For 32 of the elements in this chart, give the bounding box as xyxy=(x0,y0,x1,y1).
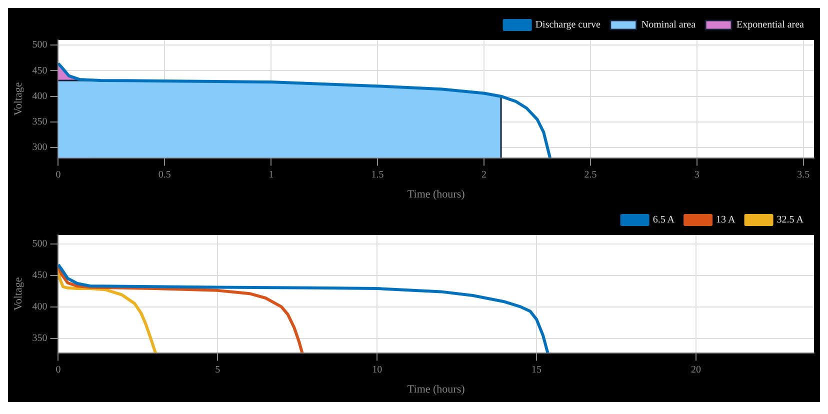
x-tick-label: 15 xyxy=(532,364,542,376)
legend-label: Nominal area xyxy=(641,20,696,31)
x-tick-label: 3 xyxy=(694,169,700,180)
x-tick-label: 0.5 xyxy=(158,169,171,180)
legend-label: 6.5 A xyxy=(652,214,676,226)
legend-label: 32.5 A xyxy=(776,214,804,226)
x-tick-label: 5 xyxy=(215,364,220,376)
y-tick-label: 450 xyxy=(32,270,48,281)
x-tick-label: 2 xyxy=(482,169,487,180)
y-axis-title: Voltage xyxy=(12,277,24,311)
x-tick-label: 20 xyxy=(691,364,702,376)
x-axis-title: Time (hours) xyxy=(407,188,466,200)
x-tick-label: 10 xyxy=(372,364,382,376)
legend-label: 13 A xyxy=(716,214,736,226)
y-tick-label: 350 xyxy=(32,332,48,344)
y-tick-label: 500 xyxy=(32,40,48,51)
x-tick-label: 1.5 xyxy=(371,169,384,180)
legend-label: Discharge curve xyxy=(535,20,601,31)
y-tick-label: 300 xyxy=(32,142,48,154)
x-axis-title: Time (hours) xyxy=(407,383,466,396)
y-tick-label: 400 xyxy=(32,90,48,102)
x-tick-label: 1 xyxy=(268,169,274,180)
y-tick-label: 450 xyxy=(32,65,48,76)
legend-label: Exponential area xyxy=(736,20,805,31)
x-tick-label: 2.5 xyxy=(584,169,597,180)
x-tick-label: 0 xyxy=(56,169,61,180)
x-tick-label: 0 xyxy=(56,364,61,376)
y-axis-title: Voltage xyxy=(12,82,24,116)
y-tick-label: 400 xyxy=(32,301,48,312)
y-tick-label: 500 xyxy=(32,238,48,250)
y-tick-label: 350 xyxy=(32,116,48,128)
x-tick-label: 3.5 xyxy=(797,169,810,180)
